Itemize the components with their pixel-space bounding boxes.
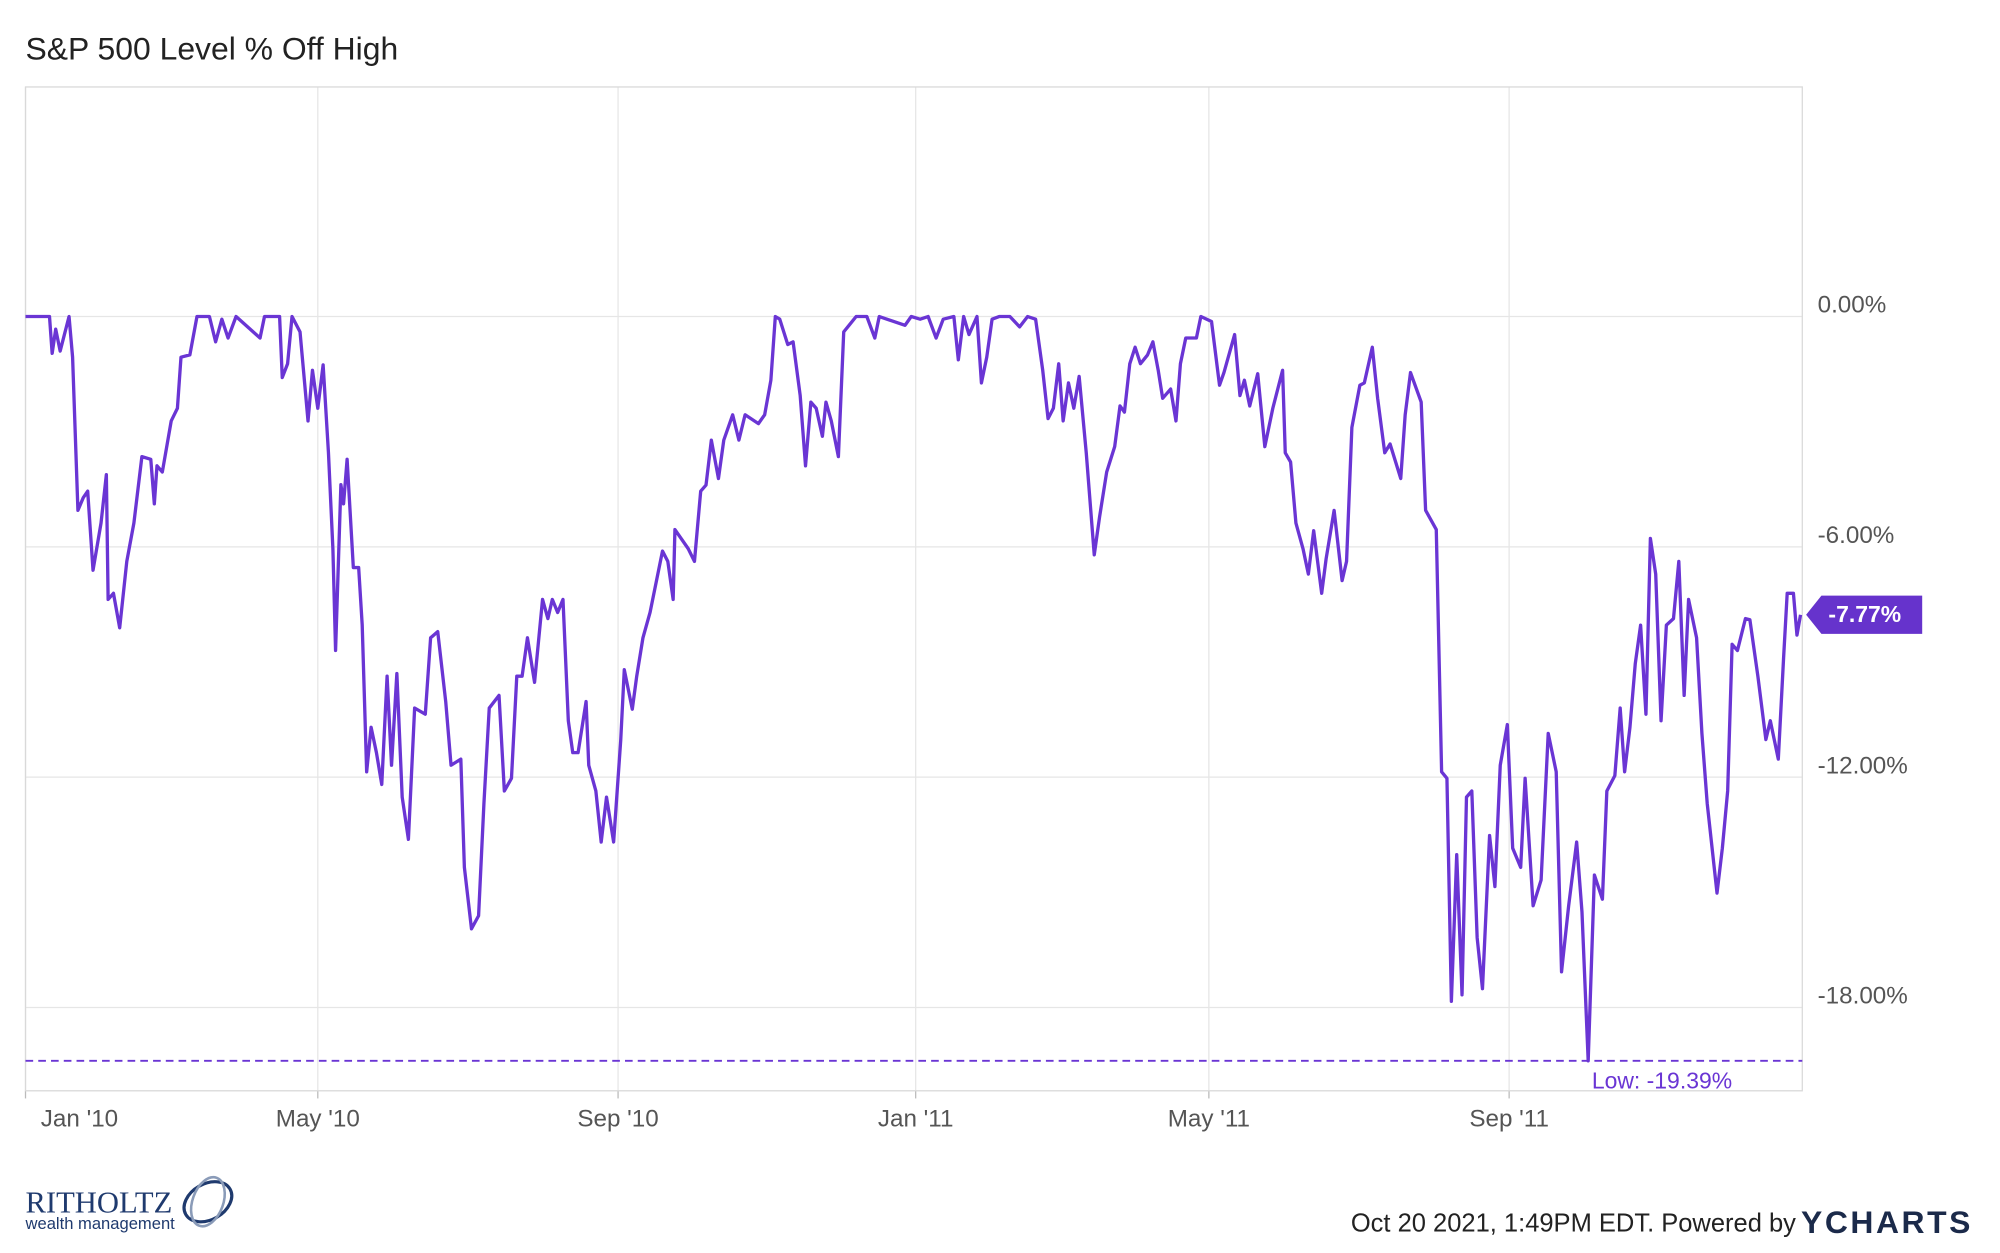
x-tick-label: May '10: [276, 1106, 360, 1133]
data-line: [25, 314, 1803, 1063]
logo-sub: wealth management: [25, 1214, 176, 1233]
logo: RITHOLTZ wealth management: [25, 1175, 234, 1233]
x-tick-label: Sep '10: [577, 1106, 658, 1133]
y-tick-label: -12.00%: [1818, 752, 1908, 779]
x-tick-label: Jan '10: [41, 1106, 118, 1133]
x-tick-label: May '11: [1168, 1106, 1250, 1133]
logo-emblem: [182, 1180, 234, 1224]
low-label: Low: -19.39%: [1592, 1068, 1732, 1094]
brand: YCHARTS: [1801, 1204, 1973, 1240]
chart-title: S&P 500 Level % Off High: [26, 31, 399, 67]
end-badge: [1806, 595, 1923, 634]
y-tick-label: 0.00%: [1818, 292, 1887, 319]
logo-emblem: [189, 1175, 227, 1228]
y-tick-label: -6.00%: [1818, 522, 1895, 549]
end-badge-label: -7.77%: [1828, 601, 1901, 627]
x-tick-label: Sep '11: [1469, 1106, 1549, 1133]
plot-frame: [24, 86, 1803, 1092]
y-tick-label: -18.00%: [1818, 983, 1908, 1010]
x-tick-label: Jan '11: [878, 1106, 954, 1133]
logo-name: RITHOLTZ: [26, 1186, 173, 1220]
timestamp: Oct 20 2021, 1:49PM EDT. Powered by: [1351, 1209, 1796, 1237]
